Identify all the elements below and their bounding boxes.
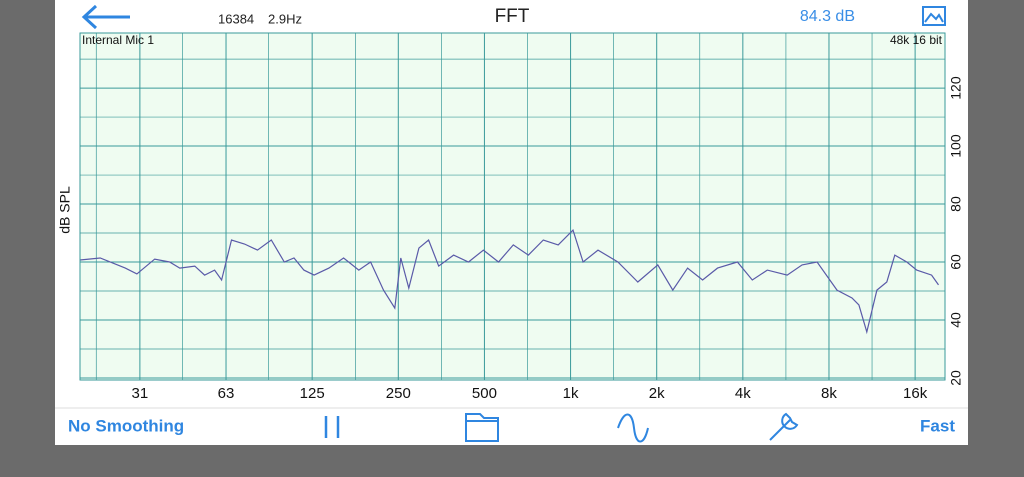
title: FFT <box>495 6 530 27</box>
plot-area <box>80 33 945 380</box>
pause-button[interactable] <box>324 416 340 438</box>
resolution: 2.9Hz <box>268 11 302 26</box>
image-icon <box>922 6 946 26</box>
x-tick-label: 8k <box>821 385 837 402</box>
plot-frame <box>79 32 946 381</box>
back-button[interactable] <box>81 4 130 30</box>
x-tick-label: 16k <box>903 385 928 402</box>
x-tick-label: 4k <box>735 385 751 402</box>
x-tick-label: 31 <box>132 385 149 402</box>
x-tick-label: 63 <box>218 385 235 402</box>
y-tick-label: 20 <box>948 370 964 386</box>
x-tick-label: 250 <box>386 385 411 402</box>
smoothing-button[interactable]: No Smoothing <box>68 416 184 435</box>
wave-button[interactable] <box>617 413 649 443</box>
y-tick-label: 60 <box>948 254 964 270</box>
spectrum-line <box>79 228 939 335</box>
x-tick-label: 2k <box>649 385 665 402</box>
y-tick-label: 40 <box>948 312 964 328</box>
image-icon-mountain <box>924 12 944 23</box>
x-tick-label: 1k <box>563 385 579 402</box>
y-tick-label: 120 <box>948 76 964 100</box>
plot <box>79 33 945 380</box>
x-tick-label: 500 <box>472 385 497 402</box>
x-tick-label: 125 <box>300 385 325 402</box>
speed-button[interactable]: Fast <box>920 416 955 435</box>
image-button[interactable] <box>922 6 946 26</box>
input-label: Internal Mic 1 <box>82 33 154 47</box>
y-tick-label: 80 <box>948 196 964 212</box>
back-arrow <box>81 4 130 30</box>
buffer-size: 16384 <box>218 11 254 26</box>
format-label: 48k 16 bit <box>890 33 943 47</box>
level[interactable]: 84.3 dB <box>800 8 855 25</box>
y-tick-label: 100 <box>948 134 964 158</box>
settings-button[interactable] <box>769 412 799 441</box>
folder-button[interactable] <box>465 413 499 442</box>
y-axis-label: dB SPL <box>57 186 73 234</box>
